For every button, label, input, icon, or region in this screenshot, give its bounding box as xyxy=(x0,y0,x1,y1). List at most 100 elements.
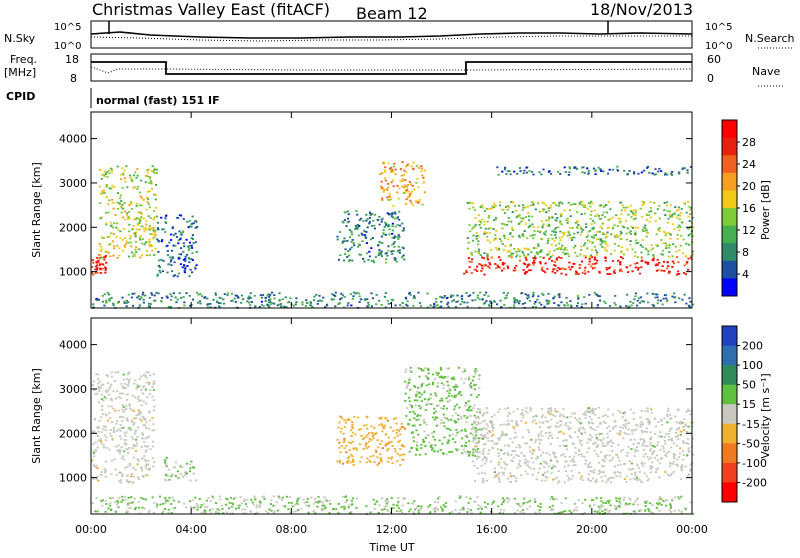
heatmap-cell xyxy=(488,267,491,269)
heatmap-cell xyxy=(634,209,637,212)
heatmap-cell xyxy=(384,233,388,236)
heatmap-cell xyxy=(165,474,168,477)
heatmap-cell xyxy=(202,511,205,514)
heatmap-cell xyxy=(478,224,481,226)
heatmap-cell xyxy=(423,421,426,424)
heatmap-cell xyxy=(633,455,636,457)
heatmap-cell xyxy=(256,511,259,514)
heatmap-cell xyxy=(436,497,440,500)
heatmap-cell xyxy=(302,498,305,501)
heatmap-cell xyxy=(563,481,566,484)
heatmap-cell xyxy=(401,178,404,180)
heatmap-cell xyxy=(362,258,365,260)
heatmap-cell xyxy=(664,214,667,216)
heatmap-cell xyxy=(107,507,110,510)
heatmap-cell xyxy=(385,223,388,225)
heatmap-cell xyxy=(116,165,119,168)
heatmap-cell xyxy=(567,464,570,467)
heatmap-cell xyxy=(649,467,652,470)
heatmap-cell xyxy=(206,303,209,306)
heatmap-cell xyxy=(165,457,168,459)
heatmap-cell xyxy=(569,304,573,307)
heatmap-cell xyxy=(402,247,405,250)
heatmap-cell xyxy=(513,248,516,250)
heatmap-cell xyxy=(593,263,596,265)
heatmap-cell xyxy=(350,453,353,456)
heatmap-cell xyxy=(633,438,636,441)
heatmap-cell xyxy=(354,224,357,227)
heatmap-cell xyxy=(182,230,185,233)
heatmap-cell xyxy=(563,253,567,256)
heatmap-cell xyxy=(511,229,515,231)
heatmap-cell xyxy=(185,292,188,294)
heatmap-cell xyxy=(555,426,558,429)
heatmap-cell xyxy=(644,509,647,512)
heatmap-cell xyxy=(628,305,631,308)
heatmap-cell xyxy=(473,438,477,441)
heatmap-cell xyxy=(264,300,267,302)
heatmap-cell xyxy=(561,251,565,254)
heatmap-cell xyxy=(584,414,587,416)
heatmap-cell xyxy=(412,297,415,300)
heatmap-cell xyxy=(262,495,265,498)
heatmap-cell xyxy=(473,464,476,467)
heatmap-cell xyxy=(178,253,181,256)
heatmap-cell xyxy=(611,456,614,459)
heatmap-cell xyxy=(635,478,638,481)
heatmap-cell xyxy=(343,296,346,298)
heatmap-cell xyxy=(345,445,348,447)
heatmap-cell xyxy=(226,294,229,296)
heatmap-cell xyxy=(680,466,683,468)
heatmap-cell xyxy=(555,219,558,222)
heatmap-cell xyxy=(98,419,101,422)
heatmap-cell xyxy=(634,295,637,298)
heatmap-cell xyxy=(410,446,414,449)
heatmap-cell xyxy=(400,426,403,428)
heatmap-cell xyxy=(578,267,581,269)
heatmap-cell xyxy=(124,387,128,389)
heatmap-cell xyxy=(496,166,499,169)
heatmap-cell xyxy=(140,204,143,207)
heatmap-cell xyxy=(577,428,580,431)
heatmap-cell xyxy=(140,496,143,499)
heatmap-cell xyxy=(444,502,447,504)
heatmap-cell xyxy=(399,464,402,466)
heatmap-cell xyxy=(322,296,325,299)
heatmap-cell xyxy=(451,433,454,436)
heatmap-cell xyxy=(419,424,422,426)
heatmap-cell xyxy=(149,176,152,178)
heatmap-cell xyxy=(642,455,645,458)
heatmap-cell xyxy=(495,474,498,476)
heatmap-cell xyxy=(666,222,670,224)
heatmap-cell xyxy=(109,187,113,190)
heatmap-cell xyxy=(393,235,397,238)
heatmap-cell xyxy=(544,432,547,434)
heatmap-cell xyxy=(579,477,582,480)
heatmap-cell xyxy=(549,498,552,500)
heatmap-cell xyxy=(455,394,458,396)
heatmap-cell xyxy=(408,379,411,381)
heatmap-cell xyxy=(395,504,398,507)
heatmap-cell xyxy=(122,406,125,409)
heatmap-cell xyxy=(117,501,120,504)
heatmap-cell xyxy=(259,503,262,505)
heatmap-cell xyxy=(668,435,671,438)
heatmap-cell xyxy=(387,186,390,189)
heatmap-cell xyxy=(587,447,590,450)
heatmap-cell xyxy=(454,389,457,391)
heatmap-cell xyxy=(627,213,630,216)
heatmap-cell xyxy=(346,240,349,242)
heatmap-cell xyxy=(182,242,185,245)
heatmap-cell xyxy=(547,302,550,305)
heatmap-cell xyxy=(160,300,163,302)
heatmap-cell xyxy=(184,255,187,258)
heatmap-cell xyxy=(155,506,158,509)
heatmap-cell xyxy=(98,262,101,265)
heatmap-cell xyxy=(569,421,572,424)
heatmap-cell xyxy=(685,211,688,214)
heatmap-cell xyxy=(117,428,120,431)
heatmap-cell xyxy=(128,204,131,206)
heatmap-cell xyxy=(568,261,571,264)
heatmap-cell xyxy=(368,437,371,440)
heatmap-cell xyxy=(684,425,687,427)
